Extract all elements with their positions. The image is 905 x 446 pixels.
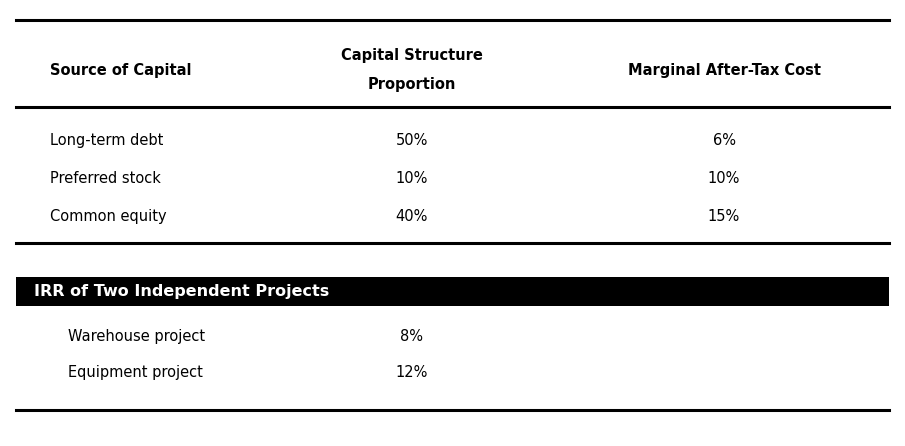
Text: Source of Capital: Source of Capital xyxy=(50,63,191,78)
Text: IRR of Two Independent Projects: IRR of Two Independent Projects xyxy=(34,284,329,298)
Text: 10%: 10% xyxy=(708,171,740,186)
Bar xyxy=(16,277,889,306)
Text: Capital Structure: Capital Structure xyxy=(341,48,482,63)
Text: Common equity: Common equity xyxy=(50,209,167,224)
Text: 6%: 6% xyxy=(712,133,736,148)
Text: 15%: 15% xyxy=(708,209,740,224)
Text: 40%: 40% xyxy=(395,209,428,224)
Text: Long-term debt: Long-term debt xyxy=(50,133,163,148)
Text: Warehouse project: Warehouse project xyxy=(68,329,205,344)
Text: Preferred stock: Preferred stock xyxy=(50,171,161,186)
Text: Marginal After-Tax Cost: Marginal After-Tax Cost xyxy=(627,63,821,78)
Text: 50%: 50% xyxy=(395,133,428,148)
Text: Proportion: Proportion xyxy=(367,77,456,92)
Text: Equipment project: Equipment project xyxy=(68,365,203,380)
Text: 12%: 12% xyxy=(395,365,428,380)
Text: 10%: 10% xyxy=(395,171,428,186)
Text: 8%: 8% xyxy=(400,329,424,344)
